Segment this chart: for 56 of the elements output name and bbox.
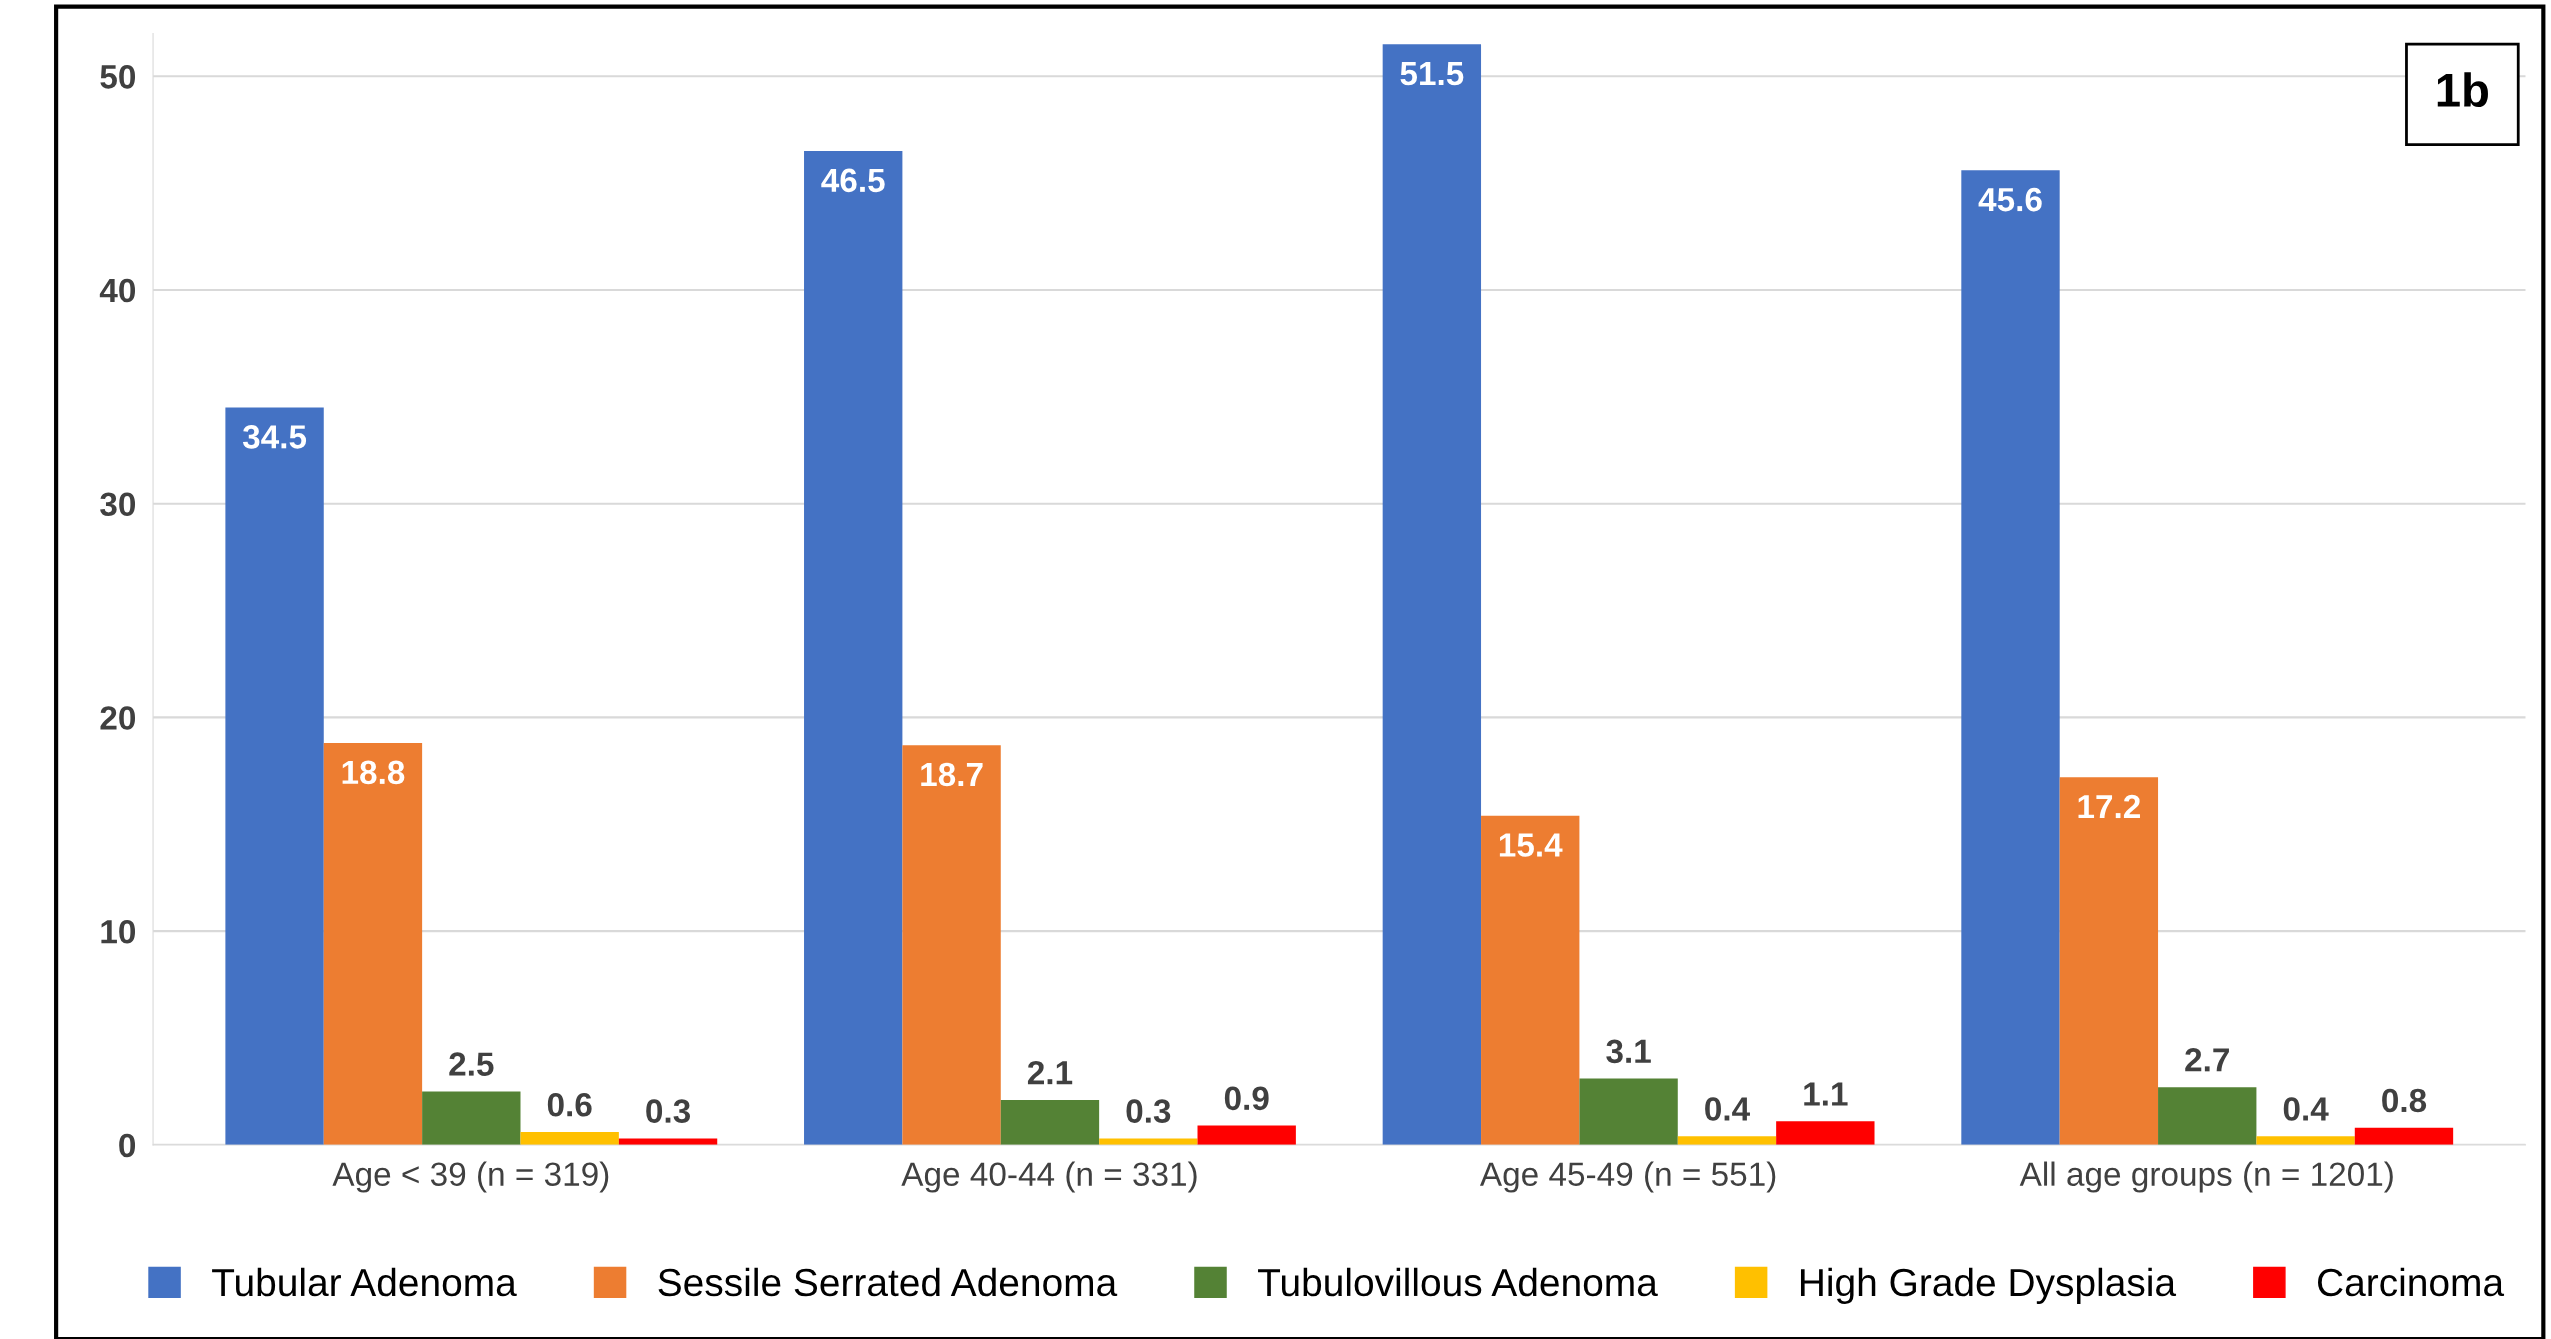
data-label: 15.4 xyxy=(1499,833,1563,857)
data-label: 0.9 xyxy=(1224,1086,1269,1111)
bar xyxy=(1099,1138,1198,1145)
annotation: 1b xyxy=(2437,72,2488,108)
y-tick-label: 30 xyxy=(100,492,136,517)
data-label: 51.5 xyxy=(1400,62,1464,86)
data-label: 2.1 xyxy=(1027,1060,1073,1085)
bar xyxy=(804,151,903,1145)
bar xyxy=(1197,1125,1296,1145)
bar xyxy=(2256,1136,2355,1145)
y-tick-label: 40 xyxy=(99,278,136,303)
bar xyxy=(422,1091,521,1145)
data-label: 17.2 xyxy=(2078,794,2140,819)
bar xyxy=(1382,44,1482,1145)
bar xyxy=(323,743,423,1145)
x-tick-label: Age 45-49 (n = 551) xyxy=(1479,1161,1776,1193)
data-label: 45.6 xyxy=(1978,187,2042,212)
bar xyxy=(1961,170,2060,1145)
bar xyxy=(2158,1087,2257,1145)
data-label: 0.3 xyxy=(646,1099,691,1123)
data-label: 0.8 xyxy=(2382,1088,2427,1113)
data-label: 2.7 xyxy=(2185,1048,2229,1072)
data-label: 2.5 xyxy=(449,1052,494,1076)
bar xyxy=(225,407,324,1145)
x-tick-label: Age < 39 (n = 319) xyxy=(332,1161,609,1193)
legend-label: Tubulovillous Adenoma xyxy=(1258,1267,1658,1297)
bar xyxy=(1579,1078,1678,1145)
legend-label: High Grade Dysplasia xyxy=(1800,1267,2177,1304)
data-label: 0.3 xyxy=(1126,1099,1171,1123)
data-label: 46.5 xyxy=(821,168,885,193)
data-label: 0.6 xyxy=(547,1092,592,1117)
bar xyxy=(902,745,1001,1145)
data-label: 1.1 xyxy=(1804,1082,1848,1106)
bar xyxy=(1677,1136,1777,1145)
bar xyxy=(1481,815,1580,1145)
data-label: 18.7 xyxy=(921,762,983,787)
data-label: 0.4 xyxy=(2283,1097,2329,1121)
data-label: 18.8 xyxy=(342,760,405,785)
bar xyxy=(520,1132,619,1145)
data-label: 3.1 xyxy=(1606,1039,1651,1064)
x-tick-label: All age groups (n = 1201) xyxy=(2019,1161,2393,1193)
bar xyxy=(1776,1121,1875,1145)
y-tick-label: 0 xyxy=(119,1133,136,1158)
legend-label: Tubular Adenoma xyxy=(212,1267,517,1297)
y-tick-label: 20 xyxy=(100,706,136,730)
legend-label: Sessile Serrated Adenoma xyxy=(658,1267,1118,1297)
legend-label: Carcinoma xyxy=(2318,1267,2505,1297)
data-label: 34.5 xyxy=(242,425,307,449)
data-label: 0.4 xyxy=(1705,1097,1750,1121)
y-tick-label: 10 xyxy=(101,919,136,944)
y-tick-label: 50 xyxy=(100,65,136,89)
bar xyxy=(2059,777,2159,1145)
bar xyxy=(2354,1127,2454,1145)
bar xyxy=(1000,1099,1100,1145)
bar xyxy=(618,1138,718,1145)
x-tick-label: Age 40-44 (n = 331) xyxy=(901,1161,1197,1193)
